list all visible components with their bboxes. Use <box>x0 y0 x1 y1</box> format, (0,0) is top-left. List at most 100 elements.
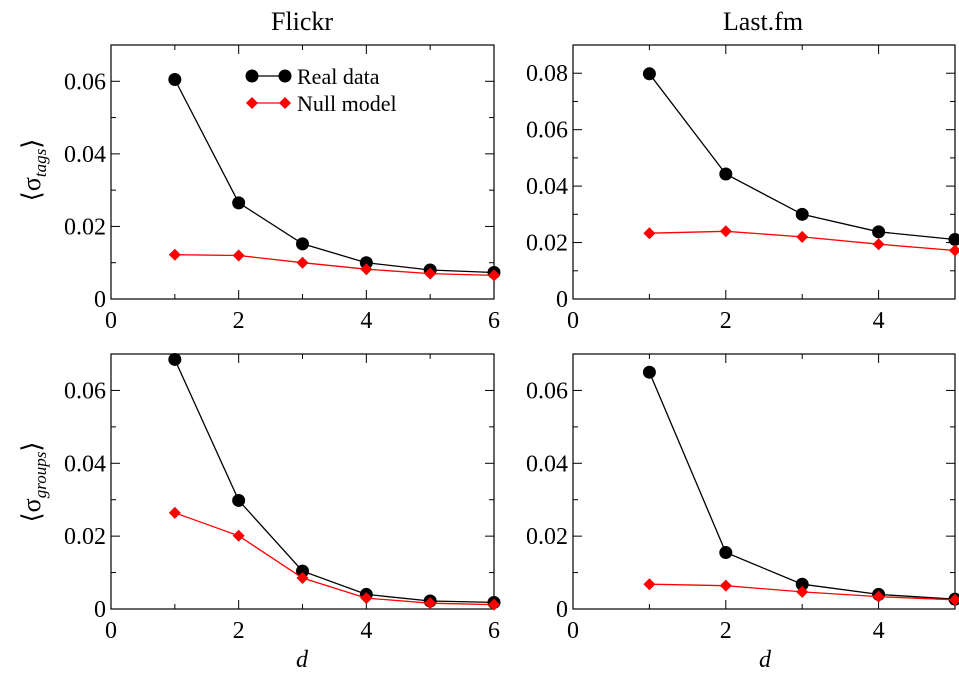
svg-text:⟨σgroups⟩: ⟨σgroups⟩ <box>17 442 50 523</box>
data-point-null <box>643 227 656 240</box>
x-tick-label: 6 <box>488 618 500 644</box>
data-point-null <box>296 572 309 585</box>
legend-null-label: Null model <box>297 91 397 116</box>
column-title-lastfm: Last.fm <box>723 7 803 36</box>
data-point-real <box>232 196 246 210</box>
data-point-real <box>296 564 309 578</box>
data-point-real <box>948 232 959 246</box>
panel-1: 0 2 4 6 0 0.02 0.04 0.06 <box>64 44 501 334</box>
x-tick-label: 2 <box>233 308 245 334</box>
data-point-real <box>719 167 733 181</box>
y-tick-label: 0.04 <box>64 142 106 168</box>
series-line-real <box>648 371 956 600</box>
data-point-null <box>168 506 181 519</box>
series-line-real <box>174 79 495 274</box>
x-tick-label: 4 <box>873 618 885 644</box>
series-line-null <box>174 512 495 606</box>
x-tick-label: 2 <box>720 618 732 644</box>
data-point-real <box>296 237 309 251</box>
data-point-null <box>643 578 656 591</box>
x-tick-label: 2 <box>720 308 732 334</box>
y-label-groups-symbol: σ <box>17 498 46 512</box>
data-point-null <box>424 267 437 280</box>
y-tick-label: 0.06 <box>526 378 568 404</box>
x-tick-label: 0 <box>567 308 579 334</box>
y-tick-label: 0.04 <box>526 174 568 200</box>
plot-frame <box>572 44 956 300</box>
x-label-left: d <box>296 647 309 673</box>
data-point-real <box>168 352 182 366</box>
x-tick-label: 4 <box>360 308 372 334</box>
legend: Real data Null model <box>245 64 397 116</box>
y-tick-label: 0.06 <box>526 118 568 144</box>
panel-4: 0 2 4 0 0.02 0.04 0.06 <box>526 353 959 644</box>
x-tick-label: 2 <box>233 618 245 644</box>
data-point-null <box>719 579 732 592</box>
panels: 0 2 4 6 0 0.02 0.04 0.06 0 2 4 0 0.02 0.04 0.06 0.08 0 2 4… <box>64 44 959 644</box>
y-tick-label: 0.02 <box>64 524 106 550</box>
y-label-groups-sub: groups <box>31 451 50 498</box>
y-tick-label: 0 <box>556 597 568 623</box>
legend-null-marker-right <box>279 97 291 109</box>
panel-2: 0 2 4 0 0.02 0.04 0.06 0.08 <box>526 44 959 334</box>
legend-real-label: Real data <box>297 64 380 89</box>
legend-real-marker-left <box>245 69 259 83</box>
data-point-null <box>424 597 437 610</box>
data-point-null <box>949 593 959 606</box>
x-tick-label: 0 <box>567 618 579 644</box>
y-tick-label: 0.04 <box>64 451 106 477</box>
y-tick-label: 0.08 <box>526 61 568 87</box>
data-point-null <box>949 244 959 257</box>
data-point-real <box>642 67 656 81</box>
y-tick-label: 0 <box>556 287 568 313</box>
column-title-flickr: Flickr <box>271 7 333 36</box>
data-point-real <box>232 493 246 507</box>
y-tick-label: 0 <box>94 597 106 623</box>
data-point-null <box>488 598 500 611</box>
plot-frame <box>572 353 956 610</box>
data-point-null <box>796 585 809 598</box>
series-line-real <box>174 359 495 604</box>
x-tick-label: 6 <box>488 308 500 334</box>
data-point-real <box>719 546 733 560</box>
data-point-null <box>488 269 500 282</box>
data-point-null <box>168 248 181 261</box>
data-point-null <box>872 590 885 603</box>
y-label-tags: ⟨σtags⟩ <box>17 139 50 202</box>
legend-real-marker-right <box>278 69 292 83</box>
series-line-null <box>174 254 495 277</box>
data-point-real <box>872 225 886 239</box>
legend-null-marker-left <box>246 97 258 109</box>
y-tick-label: 0.02 <box>526 524 568 550</box>
data-point-real <box>795 207 809 221</box>
y-tick-label: 0.06 <box>64 378 106 404</box>
svg-text:⟨σtags⟩: ⟨σtags⟩ <box>17 139 50 202</box>
x-label-right: d <box>759 647 772 673</box>
data-point-null <box>232 249 245 262</box>
data-point-null <box>360 592 373 605</box>
y-label-tags-symbol: σ <box>17 177 46 191</box>
x-tick-label: 0 <box>105 618 117 644</box>
x-tick-label: 0 <box>105 308 117 334</box>
data-point-null <box>296 256 309 269</box>
data-point-real <box>642 365 656 379</box>
data-point-real <box>359 256 373 270</box>
data-point-real <box>795 577 809 591</box>
y-tick-label: 0.06 <box>64 69 106 95</box>
y-tick-label: 0.02 <box>64 214 106 240</box>
data-point-null <box>360 263 373 276</box>
panel-3: 0 2 4 6 0 0.02 0.04 0.06 <box>64 352 501 644</box>
data-point-null <box>232 529 245 542</box>
x-tick-label: 4 <box>873 308 885 334</box>
y-tick-label: 0.02 <box>526 231 568 257</box>
y-label-groups: ⟨σgroups⟩ <box>17 442 50 523</box>
data-point-null <box>796 230 809 243</box>
data-point-null <box>872 238 885 251</box>
y-label-tags-sub: tags <box>31 148 50 177</box>
x-tick-label: 4 <box>360 618 372 644</box>
y-tick-label: 0.04 <box>526 451 568 477</box>
y-tick-label: 0 <box>94 287 106 313</box>
data-point-real <box>168 72 182 86</box>
data-point-null <box>719 225 732 238</box>
